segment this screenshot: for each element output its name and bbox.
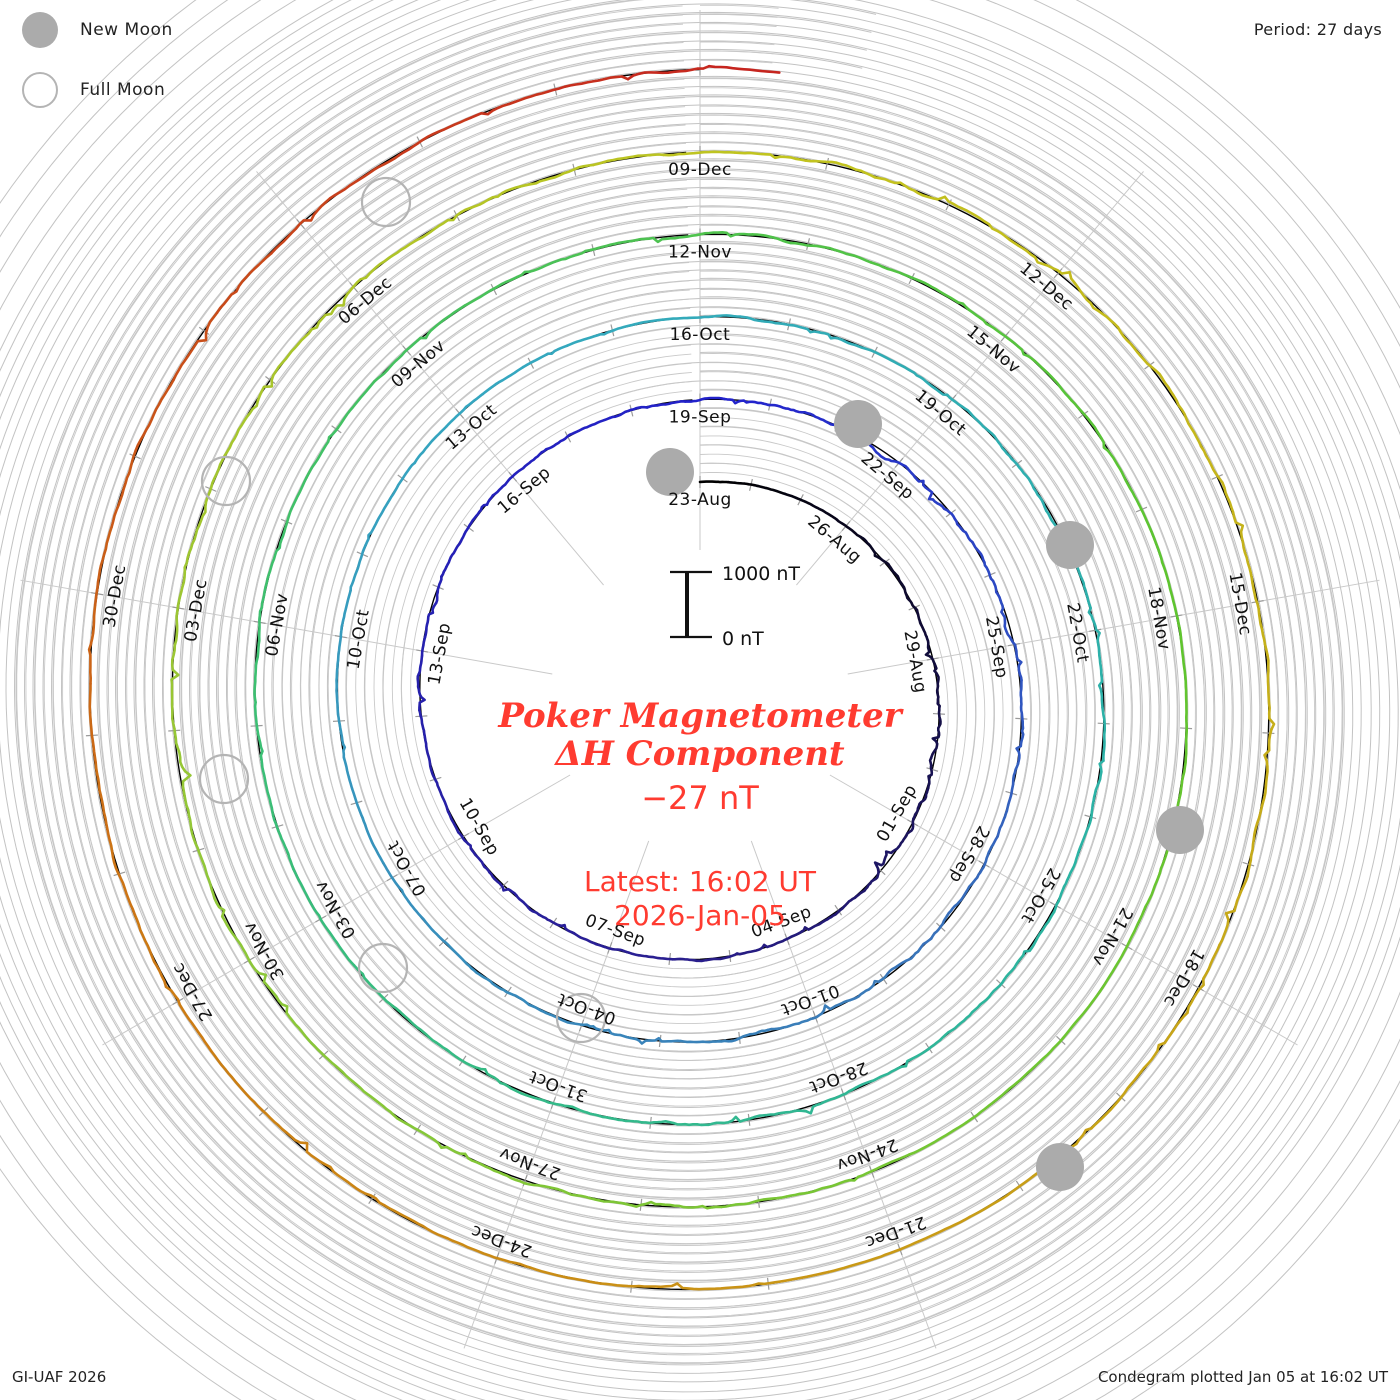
date-label: 09-Nov (388, 336, 450, 392)
new-moon-marker (646, 448, 694, 496)
latest-time: Latest: 16:02 UT (584, 865, 817, 898)
new-moon-icon (22, 12, 58, 48)
date-label: 15-Nov (962, 322, 1024, 378)
date-label: 26-Aug (804, 512, 866, 568)
date-label: 10-Sep (455, 795, 504, 859)
new-moon-marker (834, 400, 882, 448)
date-label: 06-Nov (262, 592, 293, 658)
date-label: 07-Oct (383, 837, 431, 900)
date-label: 12-Dec (1015, 259, 1077, 315)
minor-arc-gridlines (16, 0, 1343, 1364)
date-label: 15-Dec (1224, 571, 1255, 637)
scale-bottom-label: 0 nT (722, 628, 764, 650)
date-label: 23-Aug (668, 490, 732, 510)
period-label: Period: 27 days (1253, 20, 1382, 39)
date-label: 18-Nov (1143, 585, 1174, 651)
date-label: 13-Sep (425, 621, 456, 686)
date-label: 12-Nov (668, 243, 732, 263)
full-moon-marker (555, 992, 607, 1044)
moon-legend: New Moon Full Moon (0, 0, 320, 120)
date-label: 28-Oct (806, 1057, 870, 1097)
legend-label-new-moon: New Moon (80, 20, 173, 40)
legend-item-full-moon: Full Moon (0, 60, 320, 120)
date-label: 10-Oct (344, 608, 374, 671)
magnetometer-traces (87, 64, 1276, 1291)
center-title-line1: Poker Magnetometer (497, 696, 903, 736)
center-title-line2: ΔH Component (553, 734, 845, 774)
date-label: 24-Dec (468, 1220, 535, 1261)
footer-credit: GI-UAF 2026 (12, 1368, 107, 1386)
moon-markers (198, 176, 1204, 1191)
new-moon-marker (1046, 521, 1094, 569)
date-label: 29-Aug (900, 629, 931, 695)
date-label: 22-Oct (1062, 601, 1092, 664)
latest-date: 2026-Jan-05 (614, 899, 786, 932)
full-moon-marker (360, 176, 412, 228)
full-moon-marker (357, 942, 409, 994)
date-label: 01-Oct (778, 980, 842, 1020)
full-moon-icon (22, 72, 58, 108)
date-label: 16-Sep (494, 463, 555, 519)
footer-plot-timestamp: Condegram plotted Jan 05 at 16:02 UT (1097, 1368, 1388, 1386)
date-label: 03-Dec (181, 577, 212, 643)
date-label: 16-Oct (670, 325, 731, 345)
date-label: 24-Nov (833, 1134, 900, 1175)
center-annotation: Poker Magnetometer ΔH Component −27 nT L… (497, 696, 903, 932)
date-label: 19-Sep (669, 408, 732, 428)
date-label: 27-Nov (497, 1143, 564, 1184)
full-moon-marker (198, 753, 250, 805)
legend-item-new-moon: New Moon (0, 0, 320, 60)
full-moon-marker (200, 455, 252, 507)
date-label: 21-Dec (862, 1212, 929, 1253)
date-label: 09-Dec (668, 160, 732, 180)
legend-label-full-moon: Full Moon (80, 80, 166, 100)
scale-top-label: 1000 nT (722, 563, 800, 585)
date-label: 25-Sep (981, 615, 1012, 680)
date-label: 30-Dec (100, 563, 131, 629)
scale-bar: 1000 nT 0 nT (670, 563, 800, 650)
new-moon-marker (1036, 1143, 1084, 1191)
date-label: 01-Sep (873, 781, 922, 845)
new-moon-marker (1156, 806, 1204, 854)
current-value: −27 nT (641, 779, 759, 817)
